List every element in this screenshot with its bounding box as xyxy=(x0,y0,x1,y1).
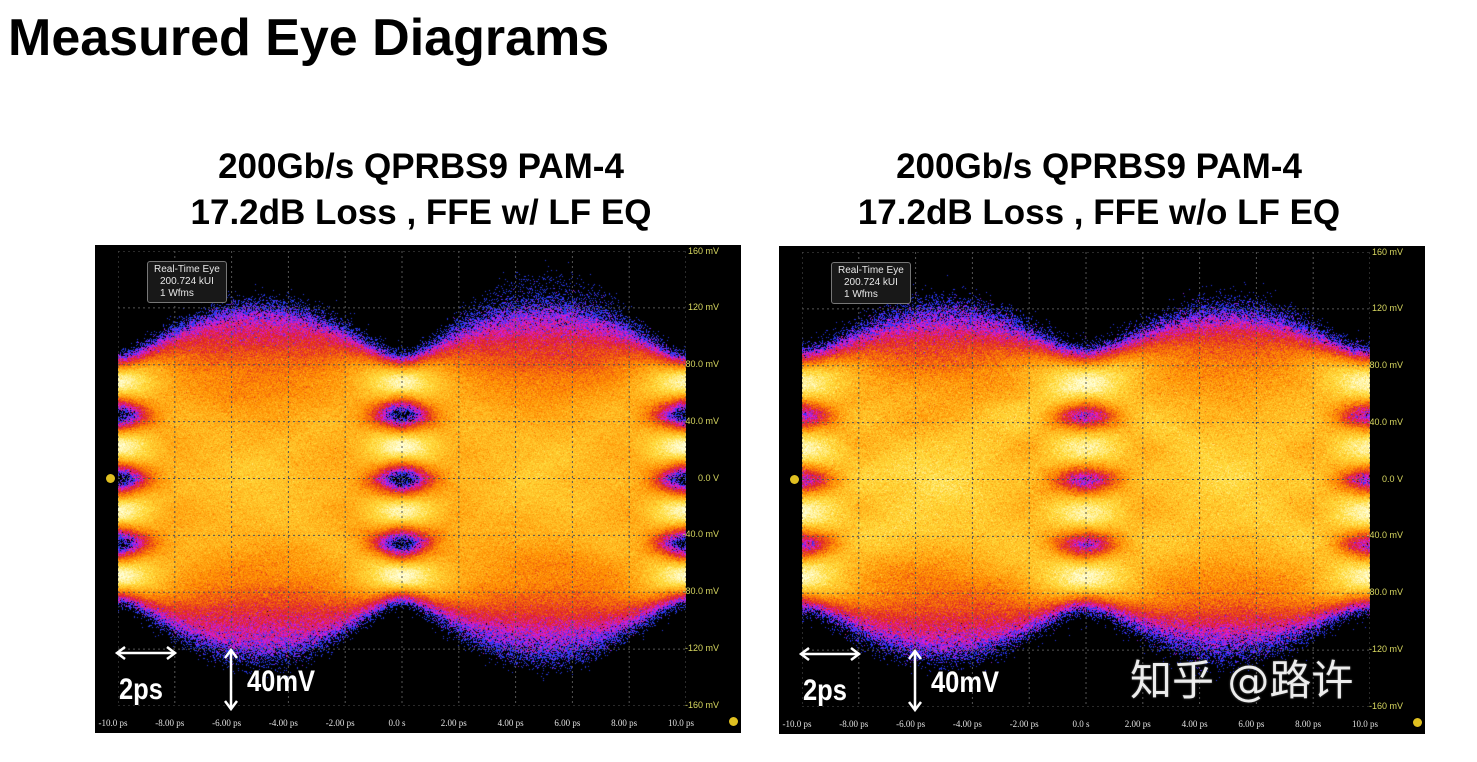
title-line2: 17.2dB Loss , FFE w/o LF EQ xyxy=(749,190,1449,236)
title-line2: 17.2dB Loss , FFE w/ LF EQ xyxy=(71,190,771,236)
title-line1: 200Gb/s QPRBS9 PAM-4 xyxy=(71,144,771,190)
voltage-scale-label: 40mV xyxy=(247,665,315,699)
panel-title-right: 200Gb/s QPRBS9 PAM-4 17.2dB Loss , FFE w… xyxy=(749,144,1449,236)
title-line1: 200Gb/s QPRBS9 PAM-4 xyxy=(749,144,1449,190)
page-title: Measured Eye Diagrams xyxy=(8,8,609,68)
trigger-level-marker[interactable] xyxy=(790,475,799,484)
channel-marker[interactable] xyxy=(1413,718,1422,727)
scale-arrows-icon xyxy=(95,245,741,733)
channel-marker[interactable] xyxy=(729,717,738,726)
eye-diagram-left: 160 mV 120 mV 80.0 mV 40.0 mV 0.0 V -40.0 mV -… xyxy=(95,245,741,733)
panel-title-left: 200Gb/s QPRBS9 PAM-4 17.2dB Loss , FFE w… xyxy=(71,144,771,236)
time-scale-label: 2ps xyxy=(803,674,847,708)
time-scale-label: 2ps xyxy=(119,673,163,707)
voltage-scale-label: 40mV xyxy=(931,666,999,700)
watermark: 知乎 @路许 xyxy=(1130,660,1353,702)
trigger-level-marker[interactable] xyxy=(106,474,115,483)
